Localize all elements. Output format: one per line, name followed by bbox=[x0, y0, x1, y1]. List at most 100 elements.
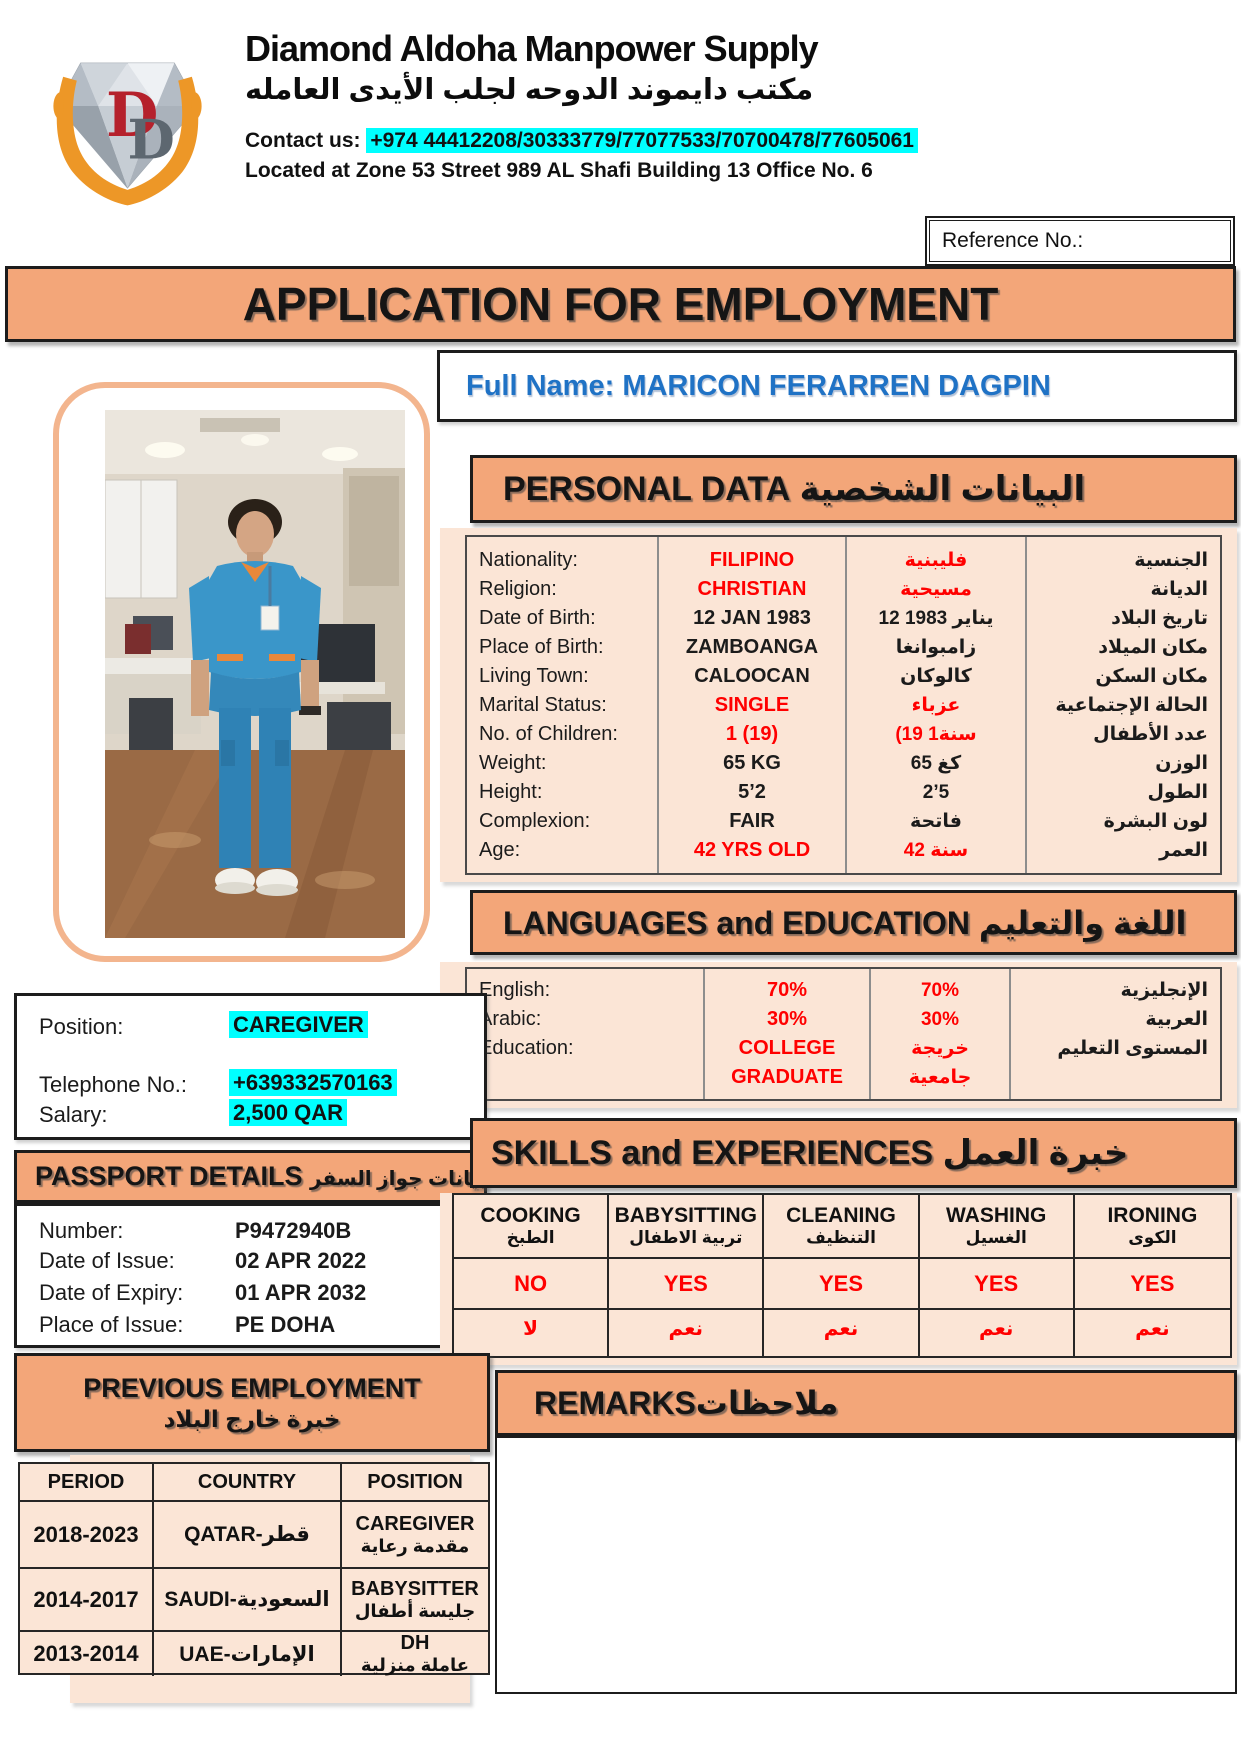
skill-answer-en: NO bbox=[454, 1259, 610, 1310]
full-name-label: Full Name: bbox=[466, 369, 615, 402]
position-label: Position: bbox=[39, 1014, 123, 1040]
personal-label-ar: عدد الأطفال bbox=[1093, 723, 1208, 745]
previous-employment-heading-ar: خبرة خارج البلاد bbox=[163, 1405, 341, 1432]
previous-employment-banner: PREVIOUS EMPLOYMENT خبرة خارج البلاد bbox=[14, 1353, 490, 1452]
language-value-en: COLLEGE GRADUATE bbox=[731, 1037, 843, 1088]
svg-text:D: D bbox=[106, 80, 158, 151]
passport-row-value: P9472940B bbox=[235, 1218, 351, 1244]
employment-position-ar: عاملة منزلية bbox=[360, 1655, 470, 1675]
skill-header-babysitting: BABYSITTING تربية الاطفال bbox=[609, 1195, 765, 1259]
personal-label: Marital Status: bbox=[479, 693, 607, 716]
personal-values-en-column: FILIPINO CHRISTIAN 12 JAN 1983 ZAMBOANGA… bbox=[659, 537, 847, 873]
skill-answer-ar: نعم bbox=[1135, 1318, 1170, 1340]
personal-value-ar: عزباء bbox=[911, 694, 961, 716]
remarks-box bbox=[495, 1436, 1237, 1694]
skills-heading: SKILLS and EXPERIENCES خبرة العمل bbox=[473, 1133, 1128, 1173]
skill-answer-ar: نعم bbox=[764, 1310, 920, 1356]
personal-value-en: 1 (19) bbox=[725, 722, 779, 745]
column-header-country: COUNTRY bbox=[154, 1464, 342, 1502]
passport-issue-value: 02 APR 2022 bbox=[235, 1248, 367, 1273]
passport-details-banner: PASSPORT DETAILS بيانات جواز السفر bbox=[14, 1150, 487, 1203]
skill-answer-ar: لا bbox=[454, 1310, 610, 1356]
employment-country: UAE-الإمارات bbox=[154, 1632, 342, 1676]
reference-number-label: Reference No.: bbox=[942, 229, 1084, 252]
personal-label: Age: bbox=[479, 838, 521, 861]
column-header-position: POSITION bbox=[342, 1464, 488, 1502]
personal-value-en: CHRISTIAN bbox=[697, 577, 807, 600]
language-label-ar: المستوى التعليم bbox=[1057, 1038, 1208, 1059]
applicant-photo bbox=[105, 410, 405, 938]
employment-position: BABYSITTER جليسة أطفال bbox=[342, 1569, 488, 1632]
passport-details-heading: PASSPORT DETAILS بيانات جواز السفر bbox=[17, 1161, 487, 1192]
skill-ar: التنظيف bbox=[806, 1228, 876, 1247]
passport-number-label: Number: bbox=[39, 1218, 124, 1243]
remarks-heading-ar: ملاحظات bbox=[695, 1385, 839, 1421]
employment-period: 2018-2023 bbox=[20, 1502, 154, 1569]
personal-label-ar: الطول bbox=[1147, 781, 1208, 803]
languages-education-banner: LANGUAGES and EDUCATION اللغة والتعليم bbox=[470, 890, 1237, 955]
skills-banner: SKILLS and EXPERIENCES خبرة العمل bbox=[470, 1118, 1237, 1188]
telephone-value: +639332570163 bbox=[229, 1069, 397, 1096]
column-header-period: PERIOD bbox=[20, 1464, 154, 1502]
personal-label-ar: الحالة الإجتماعية bbox=[1055, 694, 1208, 716]
personal-label: Religion: bbox=[479, 577, 557, 600]
full-name-box: Full Name: MARICON FERARREN DAGPIN bbox=[437, 350, 1237, 422]
company-header-text: Diamond Aldoha Manpower Supply مكتب دايم… bbox=[245, 28, 1145, 183]
skill-answer-en: YES bbox=[609, 1259, 765, 1310]
remarks-heading-en: REMARKS bbox=[534, 1385, 696, 1421]
passport-number-value: P9472940B bbox=[235, 1218, 352, 1243]
passport-row-value: 02 APR 2022 bbox=[235, 1248, 366, 1274]
passport-place-label: Place of Issue: bbox=[39, 1312, 184, 1337]
personal-label-ar: الجنسية bbox=[1134, 549, 1208, 571]
personal-value-en: 5’2 bbox=[738, 780, 766, 803]
passport-row: Date of Expiry: bbox=[39, 1280, 183, 1306]
salary-label-text: Salary: bbox=[39, 1102, 108, 1127]
telephone-label-text: Telephone No.: bbox=[39, 1072, 187, 1097]
personal-label-ar: الوزن bbox=[1155, 752, 1208, 774]
language-value-ar: 70% bbox=[920, 980, 960, 1001]
languages-backdrop bbox=[440, 962, 1237, 1108]
full-name-value: MARICON FERARREN DAGPIN bbox=[622, 369, 1051, 402]
personal-data-heading: PERSONAL DATA البيانات الشخصية bbox=[473, 469, 1085, 509]
skill-en: IRONING bbox=[1107, 1204, 1198, 1227]
languages-values-ar-column: 70% 30% خريجة جامعية bbox=[871, 969, 1011, 1099]
language-label: Education: bbox=[479, 1037, 574, 1059]
personal-value-ar: فاتحة bbox=[910, 810, 962, 832]
personal-label: Living Town: bbox=[479, 664, 589, 687]
svg-text:D: D bbox=[127, 108, 174, 172]
application-title-banner: APPLICATION FOR EMPLOYMENT bbox=[5, 266, 1236, 342]
telephone-value-text: +639332570163 bbox=[229, 1069, 397, 1096]
personal-label: Date of Birth: bbox=[479, 606, 596, 629]
passport-heading-ar: بيانات جواز السفر bbox=[310, 1168, 487, 1190]
employment-period: 2013-2014 bbox=[20, 1632, 154, 1676]
skill-header-cooking: COOKING الطبخ bbox=[454, 1195, 610, 1259]
personal-data-backdrop bbox=[440, 528, 1237, 882]
skill-en: CLEANING bbox=[786, 1204, 896, 1227]
languages-education-table: English: Arabic: Education: 70% 30% COLL… bbox=[465, 967, 1222, 1101]
personal-label: Complexion: bbox=[479, 809, 591, 832]
skill-ar: الغسيل bbox=[965, 1228, 1027, 1247]
personal-value-ar: 2’5 bbox=[922, 781, 950, 803]
personal-value-en: FILIPINO bbox=[709, 548, 795, 571]
skill-answer-en: YES bbox=[764, 1259, 920, 1310]
personal-label: Height: bbox=[479, 780, 543, 803]
skill-en: COOKING bbox=[480, 1204, 581, 1227]
personal-value-en: FAIR bbox=[729, 809, 775, 832]
languages-labels-ar-column: الإنجليزية العربية المستوى التعليم bbox=[1011, 969, 1220, 1099]
passport-row: Date of Issue: bbox=[39, 1248, 175, 1274]
language-value-en: 70% bbox=[766, 979, 808, 1001]
full-name-text: Full Name: MARICON FERARREN DAGPIN bbox=[440, 370, 1051, 403]
languages-labels-column: English: Arabic: Education: bbox=[467, 969, 705, 1099]
personal-data-banner: PERSONAL DATA البيانات الشخصية bbox=[470, 455, 1237, 523]
skill-header-cleaning: CLEANING التنظيف bbox=[764, 1195, 920, 1259]
personal-data-table: Nationality: Religion: Date of Birth: Pl… bbox=[465, 535, 1222, 875]
previous-employment-table: PERIOD COUNTRY POSITION 2018-2023 QATAR-… bbox=[18, 1462, 490, 1676]
skills-heading-en: SKILLS and EXPERIENCES bbox=[491, 1134, 934, 1172]
skill-answer-en: YES bbox=[1074, 1259, 1230, 1310]
language-value-en: 30% bbox=[766, 1008, 808, 1030]
company-logo: D D bbox=[30, 32, 225, 217]
previous-employment-heading-en: PREVIOUS EMPLOYMENT bbox=[83, 1372, 421, 1403]
salary-value-text: 2,500 QAR bbox=[229, 1099, 348, 1126]
employment-position: DH عاملة منزلية bbox=[342, 1632, 488, 1676]
languages-heading-ar: اللغة والتعليم bbox=[978, 904, 1187, 941]
